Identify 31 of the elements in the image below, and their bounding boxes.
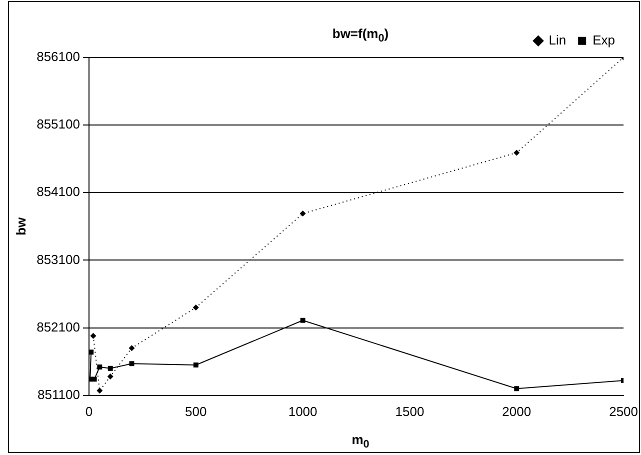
point (300, 318, 306, 323)
y-tick-label: 851100 (38, 386, 80, 402)
point (193, 362, 198, 368)
point (129, 361, 134, 366)
point (97, 364, 102, 370)
x-tick-label: 0 (85, 404, 93, 419)
y-tick-label: 852100 (36, 319, 80, 334)
point (514, 386, 520, 392)
x-tick-label: 2500 (609, 404, 638, 419)
x-tick-label: 2000 (502, 404, 532, 419)
point (192, 304, 199, 311)
chart-title: bw=f(m$_{0}$) (332, 26, 389, 45)
point (92, 376, 97, 382)
point (300, 210, 306, 217)
point (90, 332, 96, 339)
y-axis-title: bw (13, 216, 28, 236)
y-tick-label: 853100 (36, 252, 80, 267)
legend-label: Exp (592, 32, 616, 48)
y-tick-label: 856100 (36, 48, 80, 64)
x-axis-title: m$_{0}$ (350, 432, 370, 451)
point (128, 345, 135, 352)
x-tick-label: 1500 (395, 404, 424, 419)
point (514, 150, 520, 156)
y-tick-label: 855100 (36, 116, 80, 132)
x-tick-label: 1000 (288, 404, 318, 419)
point (107, 373, 114, 380)
legend-label: Lin (548, 32, 566, 48)
y-tick-label: 854100 (36, 184, 80, 200)
x-tick-label: 500 (185, 404, 207, 419)
point (108, 366, 113, 371)
point (96, 388, 103, 394)
